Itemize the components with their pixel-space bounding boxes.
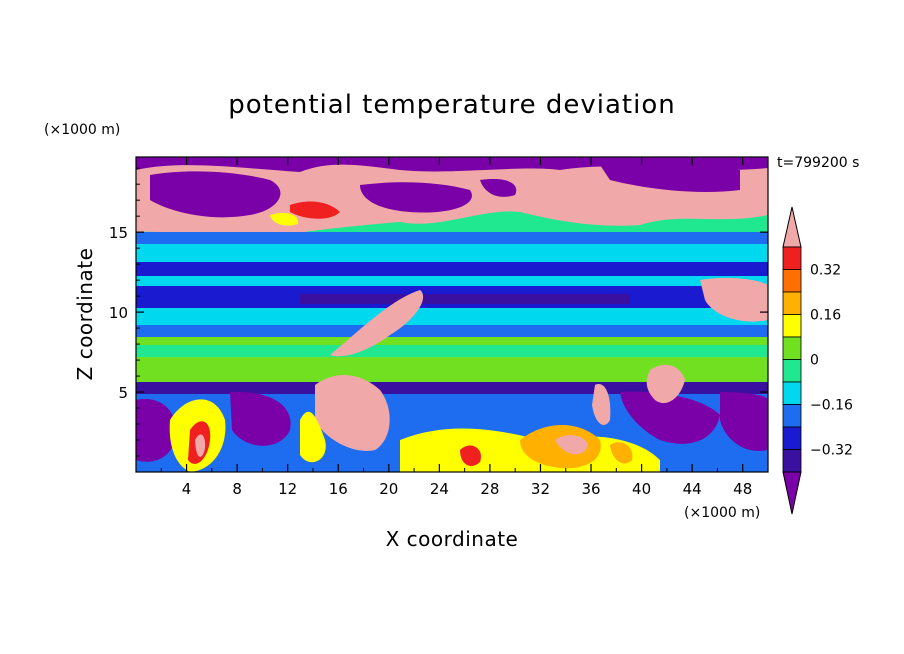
colorbar-swatch bbox=[782, 449, 802, 473]
band-cyan-4 bbox=[136, 308, 768, 330]
y-tick-label: 10 bbox=[109, 304, 128, 322]
band-blue-3 bbox=[136, 325, 768, 337]
colorbar-label: 0 bbox=[810, 353, 819, 369]
x-tick-label: 4 bbox=[182, 480, 192, 498]
colorbar-swatch bbox=[782, 404, 802, 428]
x-tick-label: 32 bbox=[531, 480, 550, 498]
colorbar-swatch bbox=[782, 336, 802, 360]
colorbar-bottom-arrow bbox=[782, 471, 802, 515]
colorbar-swatch bbox=[782, 269, 802, 293]
x-tick-label: 12 bbox=[278, 480, 297, 498]
purple-low-4 bbox=[720, 392, 768, 451]
x-tick-label: 40 bbox=[632, 480, 651, 498]
colorbar-swatch bbox=[782, 291, 802, 315]
x-tick-label: 36 bbox=[581, 480, 600, 498]
purple-blob-4 bbox=[600, 163, 740, 192]
x-axis-label: X coordinate bbox=[386, 527, 519, 551]
time-label: t=799200 s bbox=[777, 155, 859, 171]
colorbar-label: 0.32 bbox=[810, 263, 841, 279]
x-tick-label: 44 bbox=[683, 480, 702, 498]
colorbar-swatch bbox=[782, 426, 802, 450]
x-tick-label: 24 bbox=[430, 480, 449, 498]
pink-cloud-right bbox=[646, 364, 685, 404]
purple-low-3 bbox=[620, 391, 720, 444]
y-tick-label: 15 bbox=[109, 224, 128, 242]
x-tick-label: 28 bbox=[480, 480, 499, 498]
colorbar-label: −0.32 bbox=[810, 443, 853, 459]
yellow-edge-1 bbox=[270, 212, 299, 226]
red-edge-1 bbox=[290, 201, 340, 219]
yellow-low-2 bbox=[610, 442, 633, 464]
x-unit-label: (×1000 m) bbox=[684, 505, 760, 521]
pink-low-1 bbox=[195, 434, 206, 457]
purple-low-left bbox=[136, 399, 176, 462]
purple-blob-2 bbox=[360, 182, 472, 213]
colorbar-swatch bbox=[782, 381, 802, 405]
pink-low-2 bbox=[555, 435, 588, 455]
y-axis-label: Z coordinate bbox=[73, 248, 97, 381]
chart-title: potential temperature deviation bbox=[228, 90, 675, 120]
plot-frame bbox=[135, 156, 769, 473]
band-teal bbox=[136, 345, 768, 357]
colorbar: 0.32 0.16 0 −0.16 −0.32 bbox=[782, 206, 853, 515]
x-axis: 4 8 12 16 20 24 28 32 36 40 44 48 bbox=[160, 157, 752, 498]
y-axis: 5 10 15 bbox=[109, 167, 768, 457]
colorbar-swatch bbox=[782, 314, 802, 338]
pink-streak-mid bbox=[330, 290, 424, 357]
x-tick-label: 48 bbox=[733, 480, 752, 498]
x-tick-label: 16 bbox=[329, 480, 348, 498]
yellow-plume-edge bbox=[300, 411, 326, 463]
colorbar-label: 0.16 bbox=[810, 308, 841, 324]
band-cyan-upper bbox=[136, 232, 768, 244]
red-low-2 bbox=[460, 445, 481, 466]
band-low-purple bbox=[136, 382, 768, 394]
colorbar-label: −0.16 bbox=[810, 398, 853, 414]
contour-field bbox=[136, 157, 768, 472]
y-tick-label: 5 bbox=[118, 384, 128, 402]
pink-right-mid bbox=[700, 277, 768, 322]
purple-blob-1 bbox=[150, 171, 281, 218]
pink-column-right bbox=[592, 384, 611, 425]
band-cyan-2 bbox=[136, 244, 768, 262]
x-tick-label: 20 bbox=[379, 480, 398, 498]
colorbar-swatch bbox=[782, 359, 802, 383]
colorbar-swatch bbox=[782, 246, 802, 270]
purple-low-2 bbox=[230, 391, 291, 446]
x-tick-label: 8 bbox=[232, 480, 242, 498]
band-navy-core bbox=[300, 294, 630, 304]
y-unit-label: (×1000 m) bbox=[44, 122, 120, 138]
purple-blob-3 bbox=[480, 179, 517, 197]
colorbar-top-arrow bbox=[782, 206, 802, 248]
band-blue-2 bbox=[136, 262, 768, 276]
pink-plume bbox=[315, 374, 390, 451]
band-cyan-3 bbox=[136, 276, 768, 286]
